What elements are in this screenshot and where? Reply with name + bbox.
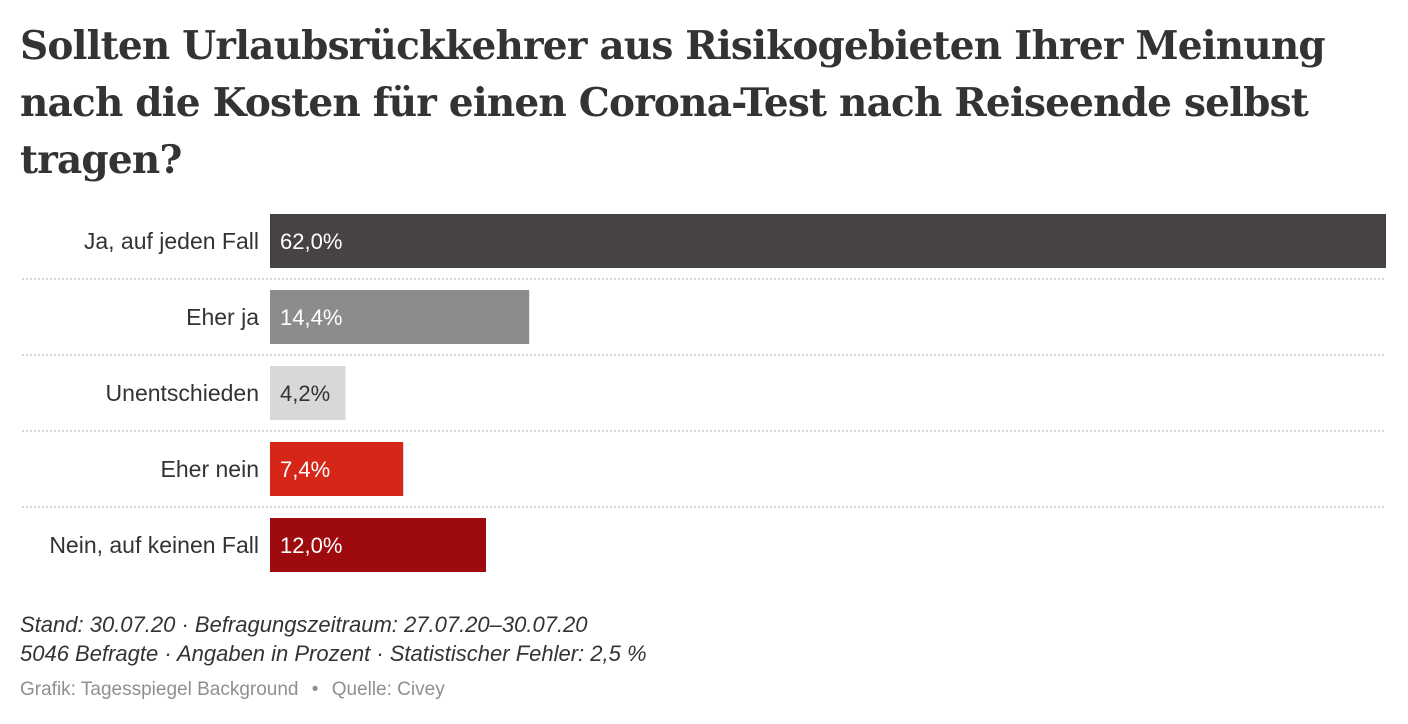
- credit-text: Grafik: Tagesspiegel Background: [20, 679, 299, 700]
- value-label: 14,4%: [280, 305, 342, 330]
- category-label: Unentschieden: [106, 380, 259, 406]
- bar-row: Eher ja 14,4%: [186, 290, 530, 344]
- bar-row: Ja, auf jeden Fall 62,0%: [84, 214, 1386, 268]
- bar-row: Eher nein 7,4%: [161, 442, 404, 496]
- bar: [270, 442, 404, 496]
- bar-row: Nein, auf keinen Fall 12,0%: [49, 518, 486, 572]
- row-separators: [22, 278, 1386, 508]
- survey-sample-note: 5046 Befragte · Angaben in Prozent · Sta…: [20, 641, 647, 666]
- category-label: Eher nein: [161, 456, 259, 482]
- source-text: Quelle: Civey: [331, 679, 445, 700]
- footer-bullet: •: [311, 679, 319, 700]
- bar-row: Unentschieden 4,2%: [106, 366, 346, 420]
- chart-title: Sollten Urlaubsrückkehrer aus Risikogebi…: [20, 23, 1326, 183]
- category-label: Nein, auf keinen Fall: [49, 532, 259, 558]
- bar: [270, 214, 1386, 268]
- chart-rows: Ja, auf jeden Fall 62,0% Eher ja 14,4% Unent…: [49, 214, 1386, 572]
- value-label: 7,4%: [280, 457, 330, 482]
- value-label: 62,0%: [280, 229, 342, 254]
- value-label: 4,2%: [280, 381, 330, 406]
- category-label: Ja, auf jeden Fall: [84, 228, 259, 254]
- bar: [270, 366, 346, 420]
- bar: [270, 290, 530, 344]
- value-label: 12,0%: [280, 533, 342, 558]
- bar: [270, 518, 486, 572]
- survey-date-note: Stand: 30.07.20 · Befragungszeitraum: 27…: [20, 612, 588, 637]
- footer: Grafik: Tagesspiegel Background • Quelle…: [20, 679, 445, 701]
- category-label: Eher ja: [186, 304, 259, 330]
